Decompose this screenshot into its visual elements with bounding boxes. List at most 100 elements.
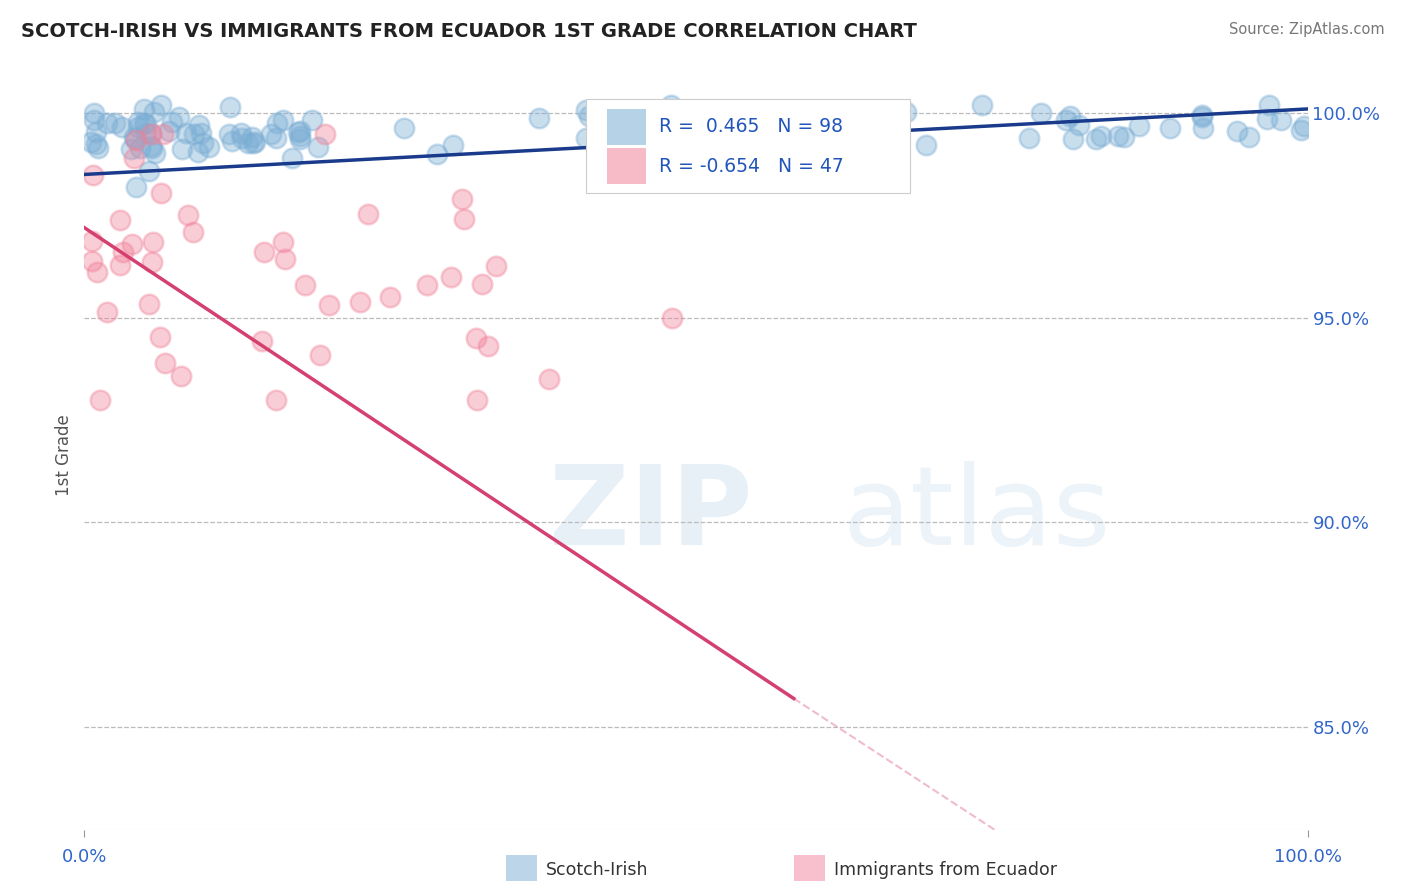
Point: [82, 254, 104, 268]
Point: [465, 392, 488, 407]
Point: [464, 331, 486, 345]
Point: [273, 252, 295, 266]
Point: [155, 356, 177, 370]
Point: [191, 136, 214, 150]
Point: [127, 120, 149, 135]
Point: [266, 116, 288, 130]
Point: [129, 141, 152, 155]
Text: Source: ZipAtlas.com: Source: ZipAtlas.com: [1229, 22, 1385, 37]
Point: [139, 139, 162, 153]
Point: [1054, 112, 1077, 127]
Point: [441, 137, 464, 152]
Point: [141, 141, 163, 155]
Text: atlas: atlas: [842, 461, 1111, 568]
Point: [416, 278, 439, 293]
FancyBboxPatch shape: [586, 99, 910, 193]
Point: [307, 140, 329, 154]
Point: [1256, 112, 1278, 126]
Point: [578, 109, 600, 123]
Point: [139, 126, 162, 140]
Point: [138, 297, 160, 311]
Point: [121, 237, 143, 252]
Text: R =  0.465   N = 98: R = 0.465 N = 98: [659, 117, 844, 136]
Point: [152, 127, 174, 141]
Text: Immigrants from Ecuador: Immigrants from Ecuador: [834, 861, 1057, 879]
Point: [1292, 119, 1315, 133]
Point: [84, 125, 107, 139]
Point: [1159, 121, 1181, 136]
Text: SCOTCH-IRISH VS IMMIGRANTS FROM ECUADOR 1ST GRADE CORRELATION CHART: SCOTCH-IRISH VS IMMIGRANTS FROM ECUADOR …: [21, 22, 917, 41]
Point: [221, 135, 243, 149]
Point: [1226, 124, 1249, 138]
Point: [1289, 123, 1312, 137]
Point: [83, 113, 105, 128]
Point: [426, 147, 449, 161]
Point: [671, 120, 693, 134]
Point: [1192, 121, 1215, 136]
Point: [264, 131, 287, 145]
Point: [110, 212, 132, 227]
Point: [1062, 132, 1084, 146]
Point: [266, 392, 288, 407]
Point: [288, 128, 311, 143]
Point: [755, 117, 778, 131]
Point: [575, 103, 598, 118]
Point: [125, 133, 148, 147]
Point: [135, 117, 157, 131]
Point: [894, 105, 917, 120]
Point: [485, 260, 508, 274]
Point: [150, 98, 173, 112]
Point: [614, 119, 637, 133]
Point: [477, 339, 499, 353]
Point: [250, 334, 273, 348]
Point: [1270, 112, 1292, 127]
Point: [87, 141, 110, 155]
Point: [1090, 129, 1112, 144]
Point: [112, 245, 135, 260]
Point: [172, 142, 194, 156]
Point: [149, 330, 172, 344]
Point: [349, 294, 371, 309]
Y-axis label: 1st Grade: 1st Grade: [55, 414, 73, 496]
Text: R = -0.654   N = 47: R = -0.654 N = 47: [659, 157, 844, 176]
Point: [84, 137, 107, 152]
Point: [914, 138, 936, 153]
Point: [1067, 118, 1090, 132]
Point: [709, 843, 731, 857]
Point: [187, 145, 209, 160]
Point: [453, 212, 475, 227]
Point: [231, 131, 253, 145]
Point: [318, 298, 340, 312]
Point: [357, 207, 380, 221]
Text: Scotch-Irish: Scotch-Irish: [546, 861, 648, 879]
Point: [1085, 132, 1108, 146]
Point: [177, 208, 200, 222]
Point: [260, 127, 283, 141]
Point: [440, 269, 463, 284]
Point: [671, 115, 693, 129]
Point: [970, 98, 993, 112]
Point: [122, 151, 145, 165]
Point: [1191, 108, 1213, 122]
Point: [181, 225, 204, 239]
Point: [538, 372, 561, 386]
FancyBboxPatch shape: [606, 109, 645, 145]
Point: [661, 310, 683, 325]
Point: [86, 265, 108, 279]
Point: [1114, 129, 1136, 144]
Point: [170, 368, 193, 383]
Point: [636, 128, 658, 143]
Point: [218, 128, 240, 142]
FancyBboxPatch shape: [606, 148, 645, 185]
Point: [245, 135, 267, 149]
Point: [127, 115, 149, 129]
Point: [141, 254, 163, 268]
Point: [143, 146, 166, 161]
Point: [190, 126, 212, 140]
Point: [471, 277, 494, 291]
Point: [240, 129, 263, 144]
Point: [281, 151, 304, 165]
Point: [314, 127, 336, 141]
Point: [188, 119, 211, 133]
Point: [1237, 129, 1260, 144]
